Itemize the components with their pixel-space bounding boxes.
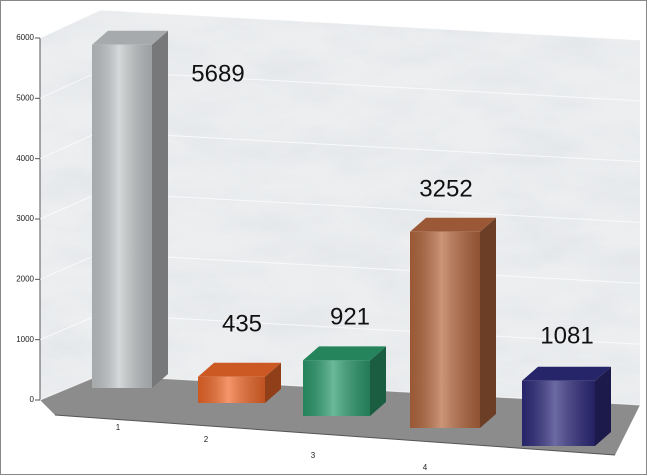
- bar: [522, 366, 611, 446]
- x-tick-label: 3: [311, 451, 316, 460]
- bar-shine: [92, 44, 152, 388]
- left-wall: [40, 10, 100, 400]
- bar-top: [303, 346, 386, 361]
- x-axis: [54, 414, 616, 456]
- bar: [410, 217, 496, 428]
- bar-side: [265, 362, 281, 403]
- y-tick-label: 4000: [16, 154, 34, 163]
- value-label: 921: [330, 303, 370, 330]
- value-label: 1081: [540, 322, 593, 349]
- value-label: 5689: [191, 60, 244, 87]
- y-tick-label: 3000: [16, 214, 34, 223]
- x-tick-label: 2: [204, 435, 209, 444]
- y-tick-label: 5000: [16, 93, 34, 102]
- grid-line: [39, 9, 641, 41]
- bar-shine: [303, 360, 370, 416]
- y-tick-label: 1000: [16, 335, 34, 344]
- value-label: 3252: [419, 175, 472, 202]
- y-tick-label: 0: [30, 395, 35, 404]
- value-label: 435: [222, 310, 262, 337]
- y-tick-label: 6000: [16, 33, 34, 42]
- x-tick-label: 4: [423, 463, 428, 472]
- bar-shine: [198, 376, 265, 403]
- bar-top: [92, 30, 168, 45]
- bar-top: [410, 217, 496, 232]
- bar: [92, 30, 168, 388]
- bar-side: [595, 366, 611, 446]
- bar: [303, 346, 386, 416]
- bar-side: [152, 30, 168, 388]
- bar-top: [522, 366, 611, 381]
- bar-shine: [410, 231, 480, 428]
- bar-top: [198, 362, 281, 377]
- bar: [198, 362, 281, 403]
- bar-side: [480, 217, 496, 428]
- y-tick-label: 2000: [16, 274, 34, 283]
- bar-shine: [522, 380, 595, 446]
- x-tick-label: 1: [116, 423, 121, 432]
- bar-side: [370, 346, 386, 416]
